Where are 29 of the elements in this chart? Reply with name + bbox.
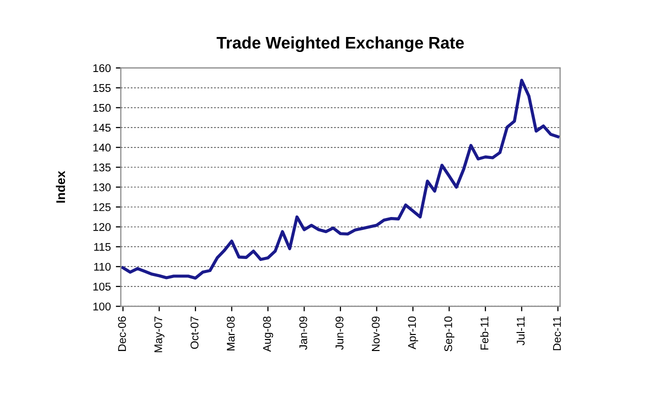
y-tick-label: 160 — [93, 64, 111, 72]
y-tick-label: 120 — [93, 223, 111, 231]
x-tick-label: Oct-07 — [190, 316, 198, 349]
x-tick-label: Sep-10 — [444, 316, 454, 352]
x-tick-label: Feb-11 — [480, 316, 488, 350]
x-tick-label: May-07 — [154, 316, 164, 352]
y-tick-label: 150 — [93, 104, 111, 112]
y-tick-label: 100 — [93, 302, 111, 310]
y-tick-label: 105 — [93, 282, 111, 291]
x-tick-label: Dec-11 — [553, 316, 561, 350]
line-series — [121, 78, 560, 280]
x-tick-label: Jan-09 — [299, 316, 308, 350]
y-tick-label: 145 — [93, 124, 111, 132]
x-tick-label: Apr-10 — [408, 316, 418, 350]
x-tick-label: Jun-09 — [336, 316, 344, 350]
y-axis-title: Index — [56, 170, 66, 203]
chart-title: Trade Weighted Exchange Rate — [216, 36, 464, 52]
x-tick-label: Mar-08 — [226, 316, 235, 350]
y-tick-label: 125 — [93, 203, 111, 212]
x-tick-label: Aug-08 — [263, 316, 274, 352]
y-tick-label: 115 — [94, 243, 111, 251]
x-tick-label: Jul-11 — [516, 316, 525, 346]
x-tick-label: Dec-06 — [118, 316, 126, 351]
x-tick-label: Nov-09 — [372, 316, 380, 351]
y-tick-label: 135 — [93, 164, 111, 172]
y-tick-label: 130 — [93, 183, 111, 192]
y-tick-label: 110 — [94, 262, 111, 271]
y-tick-label: 140 — [93, 144, 111, 152]
y-tick-label: 155 — [93, 84, 111, 92]
